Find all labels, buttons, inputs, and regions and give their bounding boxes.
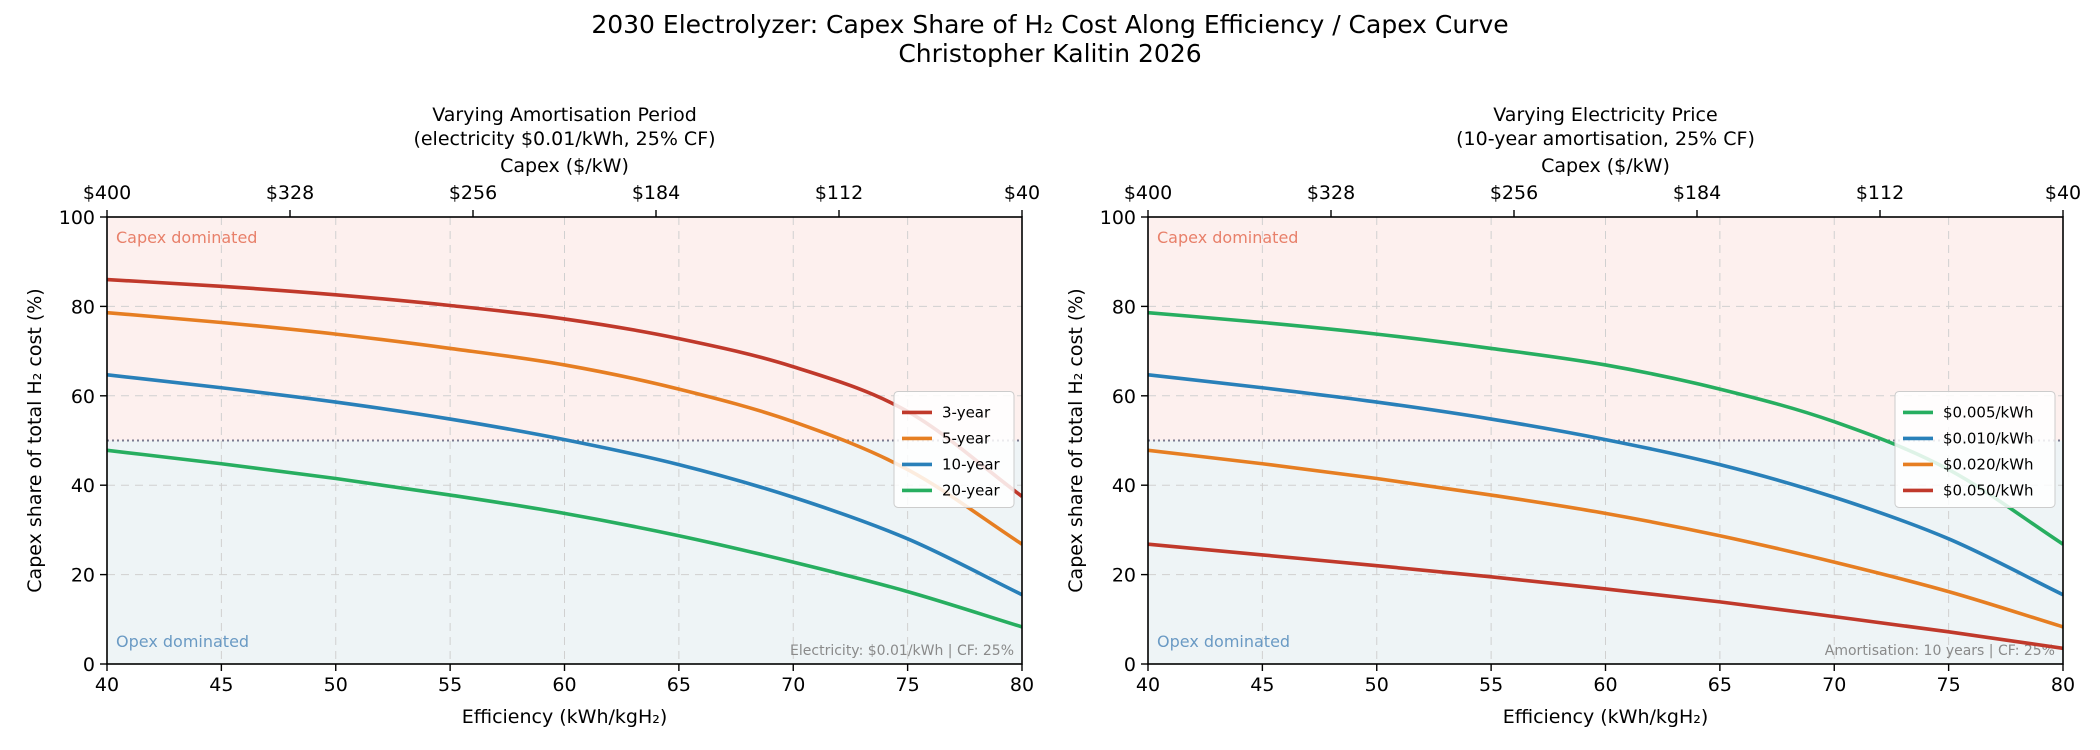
y-axis-label: Capex share of total H₂ cost (%): [1065, 288, 1087, 592]
y-tick-label: 80: [71, 296, 95, 318]
top-tick-label: $184: [632, 182, 680, 204]
legend-label-3: $0.020/kWh: [1943, 455, 2034, 473]
x-tick-label: 40: [95, 674, 119, 696]
region-label-opex: Opex dominated: [116, 632, 249, 651]
x-tick-label: 65: [1708, 674, 1732, 696]
series-line-3: [1148, 448, 2063, 629]
top-tick-label: $256: [449, 182, 497, 204]
x-tick-label: 75: [1937, 674, 1961, 696]
x-tick-label: 55: [438, 674, 462, 696]
series-line-2: [1148, 373, 2063, 597]
y-tick-label: 60: [1112, 386, 1136, 408]
x-tick-label: 80: [2051, 674, 2075, 696]
legend: $0.005/kWh $0.010/kWh $0.020/kWh $0.050/kWh: [1894, 390, 2056, 508]
top-tick-label: $40: [1004, 182, 1040, 204]
legend-label-4: 20-year: [942, 481, 1001, 499]
annotation: Electricity: $0.01/kWh | CF: 25%: [790, 643, 1014, 659]
x-tick-label: 50: [324, 674, 348, 696]
legend-label-4: $0.050/kWh: [1943, 481, 2034, 499]
figure-subtitle: Christopher Kalitin 2026: [898, 39, 1202, 68]
x-tick-label: 45: [1250, 674, 1274, 696]
x-tick-label: 80: [1010, 674, 1034, 696]
x-tick-label: 70: [1822, 674, 1846, 696]
top-tick-label: $112: [815, 182, 863, 204]
series-line-4: [107, 448, 1022, 629]
panel-title: Varying Amortisation Period: [432, 104, 697, 126]
y-tick-label: 20: [71, 565, 95, 587]
legend-label-2: $0.010/kWh: [1943, 429, 2034, 447]
top-tick-label: $184: [1673, 182, 1721, 204]
x-tick-label: 50: [1365, 674, 1389, 696]
annotation: Amortisation: 10 years | CF: 25%: [1825, 643, 2055, 659]
top-tick-label: $112: [1856, 182, 1904, 204]
x-tick-label: 40: [1136, 674, 1160, 696]
chart-panel-1: Capex dominated Opex dominated Electricity…: [24, 104, 1040, 728]
y-tick-label: 60: [71, 386, 95, 408]
x-axis-label: Efficiency (kWh/kgH₂): [462, 706, 668, 728]
legend-label-2: 5-year: [942, 429, 991, 447]
x-tick-label: 55: [1479, 674, 1503, 696]
y-tick-label: 0: [1124, 654, 1136, 676]
legend-box: [1894, 390, 2056, 508]
top-tick-label: $328: [1307, 182, 1355, 204]
region-label-capex: Capex dominated: [1157, 228, 1298, 247]
y-tick-label: 100: [59, 207, 95, 229]
x-tick-label: 60: [1593, 674, 1617, 696]
x-tick-label: 65: [667, 674, 691, 696]
panel-title: Varying Electricity Price: [1493, 104, 1717, 126]
y-tick-label: 80: [1112, 296, 1136, 318]
top-axis-label: Capex ($/kW): [500, 155, 629, 177]
y-tick-label: 100: [1100, 207, 1136, 229]
series-line-4: [1148, 542, 2063, 651]
series-line-1: [107, 277, 1022, 498]
legend-label-3: 10-year: [942, 455, 1001, 473]
top-tick-label: $400: [1124, 182, 1172, 204]
y-tick-label: 40: [1112, 475, 1136, 497]
top-tick-label: $40: [2045, 182, 2081, 204]
x-axis-label: Efficiency (kWh/kgH₂): [1503, 706, 1709, 728]
y-tick-label: 0: [83, 654, 95, 676]
region-label-capex: Capex dominated: [116, 228, 257, 247]
x-tick-label: 75: [896, 674, 920, 696]
region-label-opex: Opex dominated: [1157, 632, 1290, 651]
legend: 3-year 5-year 10-year 20-year: [893, 390, 1015, 508]
series-line-2: [107, 310, 1022, 546]
y-tick-label: 40: [71, 475, 95, 497]
top-axis-label: Capex ($/kW): [1541, 155, 1670, 177]
y-tick-label: 20: [1112, 565, 1136, 587]
panel-subtitle: (10-year amortisation, 25% CF): [1456, 128, 1755, 150]
top-tick-label: $400: [83, 182, 131, 204]
top-tick-label: $328: [266, 182, 314, 204]
legend-box: [893, 390, 1015, 508]
top-tick-label: $256: [1490, 182, 1538, 204]
chart-panel-2: Capex dominated Opex dominated Amortisatio…: [1065, 104, 2081, 728]
panel-subtitle: (electricity $0.01/kWh, 25% CF): [413, 128, 715, 150]
x-tick-label: 45: [209, 674, 233, 696]
series-line-3: [107, 373, 1022, 597]
x-tick-label: 60: [552, 674, 576, 696]
x-tick-label: 70: [781, 674, 805, 696]
legend-label-1: $0.005/kWh: [1943, 403, 2034, 421]
legend-label-1: 3-year: [942, 403, 991, 421]
figure-title: 2030 Electrolyzer: Capex Share of H₂ Cos…: [591, 10, 1509, 39]
y-axis-label: Capex share of total H₂ cost (%): [24, 288, 46, 592]
